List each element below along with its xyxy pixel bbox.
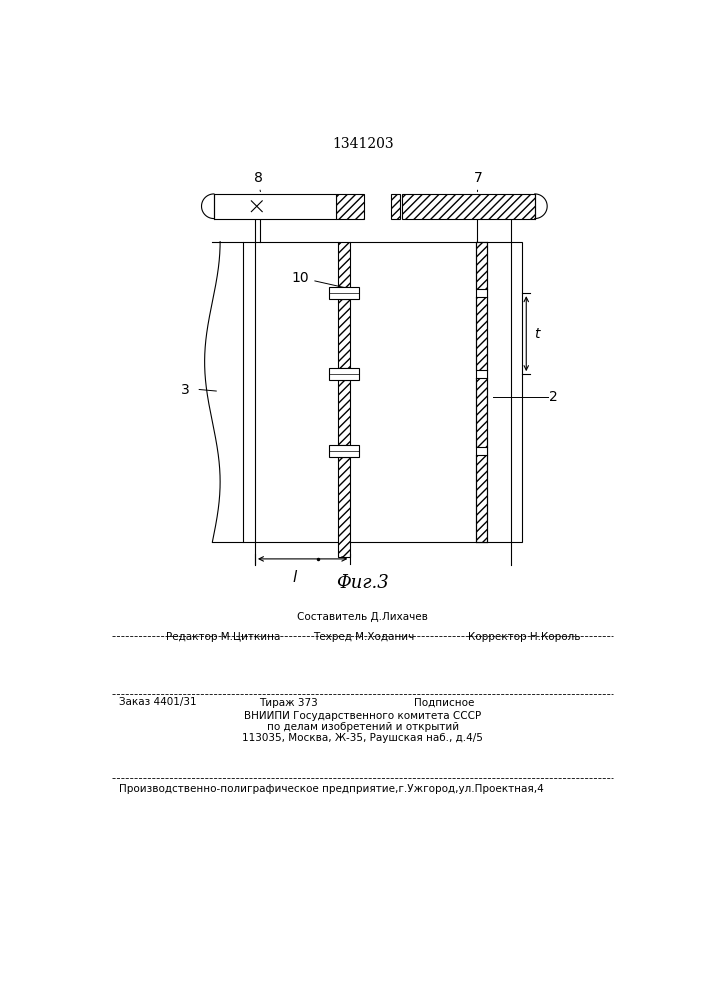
Text: Производственно-полиграфическое предприятие,г.Ужгород,ул.Проектная,4: Производственно-полиграфическое предприя… (119, 784, 544, 794)
Bar (243, 242, 255, 542)
Bar (510, 242, 522, 542)
Bar (214, 194, 337, 219)
Text: Заказ 4401/31: Заказ 4401/31 (119, 698, 197, 708)
Bar (391, 194, 400, 219)
Bar (402, 194, 534, 219)
Text: Φиг.3: Φиг.3 (337, 574, 389, 592)
Bar (329, 445, 359, 457)
Text: Тираж 373: Тираж 373 (259, 698, 317, 708)
Text: t: t (534, 327, 539, 341)
Text: ВНИИПИ Государственного комитета СССР: ВНИИПИ Государственного комитета СССР (244, 711, 481, 721)
Bar (337, 194, 363, 219)
Text: Подписное: Подписное (414, 698, 474, 708)
Bar (475, 447, 488, 455)
Bar (475, 370, 488, 378)
Text: 8: 8 (255, 171, 263, 192)
Bar (329, 287, 359, 299)
Text: Составитель Д.Лихачев: Составитель Д.Лихачев (297, 612, 428, 622)
Text: Редактор М.Циткина: Редактор М.Циткина (166, 632, 280, 642)
Text: 7: 7 (474, 171, 483, 192)
Text: 3: 3 (181, 382, 189, 396)
Bar (338, 380, 351, 445)
Text: Корректор Н.Король: Корректор Н.Король (468, 632, 580, 642)
Bar (338, 242, 351, 287)
Text: 1341203: 1341203 (332, 137, 394, 151)
Bar (329, 368, 359, 380)
Bar (338, 457, 351, 557)
Text: l: l (293, 570, 297, 585)
Bar (338, 299, 351, 368)
Text: 10: 10 (291, 271, 350, 289)
Text: 113035, Москва, Ж-35, Раушская наб., д.4/5: 113035, Москва, Ж-35, Раушская наб., д.4… (243, 733, 483, 743)
Bar (476, 242, 486, 542)
Text: 2: 2 (549, 390, 559, 404)
Text: по делам изобретений и открытий: по делам изобретений и открытий (267, 722, 459, 732)
Text: Техред М.Ходанич: Техред М.Ходанич (313, 632, 414, 642)
Bar (475, 289, 488, 297)
